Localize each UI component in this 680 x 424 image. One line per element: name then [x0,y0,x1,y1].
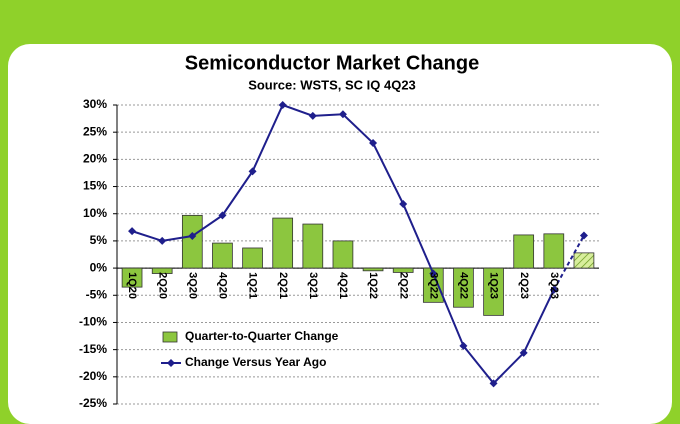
x-tick-label: 2Q23 [518,272,530,299]
chart-title: Semiconductor Market Change [185,52,480,74]
bar [573,252,595,269]
y-tick-label: 15% [83,179,107,193]
marker [158,236,167,245]
x-tick-label: 2Q20 [156,272,168,299]
bar [242,247,263,269]
chart: Semiconductor Market Change Source: WSTS… [79,52,599,409]
marker [369,139,378,148]
x-tick-label: 1Q23 [488,272,500,299]
bar [392,267,414,273]
bar [272,217,294,269]
y-tick-label: 0% [90,260,108,274]
x-tick-label: 1Q20 [126,272,138,299]
x-tick-label: 3Q20 [186,272,198,299]
marker [549,285,558,294]
x-tick-label: 1Q21 [247,272,259,299]
x-tick-label: 4Q22 [458,272,470,299]
bar [362,267,384,272]
legend-swatch [162,331,178,343]
page: {"chart_data": {"type": "bar_line", "tit… [8,44,672,424]
marker [128,227,137,236]
marker [188,232,197,241]
legend-label: Change Versus Year Ago [185,355,326,369]
bar [422,267,444,303]
marker [278,101,287,109]
marker [429,269,438,278]
marker [218,211,227,220]
x-tick-label: 4Q20 [217,272,229,299]
marker [248,167,257,176]
bar [302,223,324,269]
line-estimate [552,234,585,291]
bar [121,267,143,288]
bar [513,234,535,269]
marker [308,111,317,120]
bar [453,267,474,308]
bar [332,240,354,269]
chart-subtitle: Source: WSTS, SC IQ 4Q23 [248,77,416,92]
marker [579,231,588,240]
marker [399,199,408,208]
bar [151,267,173,274]
x-tick-label: 3Q21 [307,272,319,299]
y-tick-label: 30% [83,97,107,111]
x-tick-label: 2Q21 [277,272,289,299]
legend-swatch [167,359,175,367]
x-tick-label: 1Q22 [367,272,379,299]
marker [519,348,528,357]
y-tick-label: 20% [83,152,107,166]
marker [489,379,498,388]
marker [459,341,468,350]
y-tick-label: 5% [90,233,108,247]
y-tick-label: 10% [83,206,107,220]
marker [338,110,347,119]
x-tick-label: 2Q22 [397,272,409,299]
y-tick-label: 25% [83,124,107,138]
y-tick-label: -5% [86,287,108,301]
y-tick-label: -10% [79,315,107,329]
bar [543,233,565,269]
bar [181,214,203,269]
bar [212,242,233,269]
x-tick-label: 4Q21 [337,272,349,299]
y-tick-label: -15% [79,342,107,356]
y-tick-label: -25% [79,396,107,409]
x-tick-label: 3Q23 [548,272,560,299]
bar [483,267,504,316]
x-tick-label: 3Q22 [427,272,439,299]
y-tick-label: -20% [79,369,107,383]
legend-label: Quarter-to-Quarter Change [185,329,339,343]
